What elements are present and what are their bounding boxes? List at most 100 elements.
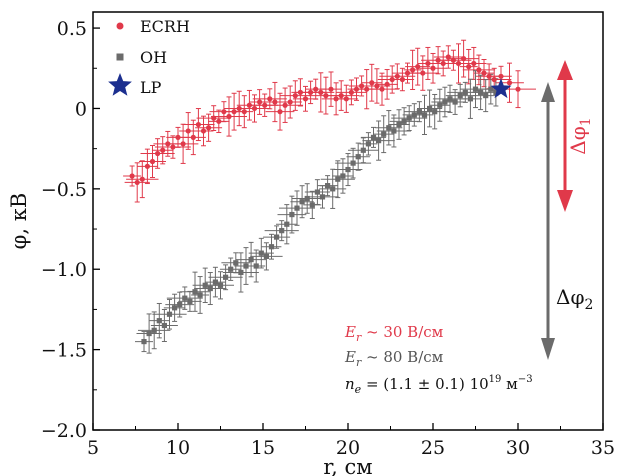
- ecrh-point: [450, 57, 456, 63]
- oh-point: [253, 263, 259, 269]
- ecrh-point: [481, 70, 487, 76]
- oh-point: [340, 173, 346, 179]
- ecrh-point: [506, 80, 513, 86]
- oh-point: [376, 138, 382, 144]
- legend-marker-oh: [116, 53, 124, 61]
- oh-point: [197, 292, 203, 298]
- ecrh-point: [134, 179, 140, 186]
- ecrh-point: [139, 176, 145, 182]
- oh-point: [212, 279, 218, 285]
- ecrh-point: [399, 76, 405, 83]
- ecrh-point: [144, 163, 150, 169]
- ecrh-point: [353, 86, 360, 92]
- ecrh-point: [246, 102, 252, 108]
- oh-point: [161, 322, 167, 329]
- ecrh-point: [461, 56, 467, 62]
- oh-point: [325, 183, 331, 189]
- oh-point: [223, 274, 229, 280]
- oh-point: [299, 199, 305, 205]
- ecrh-point: [430, 65, 436, 71]
- ecrh-point: [394, 73, 400, 79]
- ecrh-point: [297, 89, 303, 95]
- ecrh-point: [211, 115, 217, 121]
- ecrh-point: [420, 70, 426, 76]
- oh-point: [217, 282, 224, 288]
- ecrh-point: [272, 99, 278, 105]
- oh-point: [268, 244, 275, 250]
- ecrh-point: [466, 64, 472, 70]
- oh-point: [238, 269, 244, 276]
- ecrh-point: [292, 93, 298, 99]
- ecrh-point: [389, 76, 395, 83]
- ecrh-point: [435, 57, 441, 63]
- oh-point: [330, 186, 336, 192]
- plot-frame: [92, 11, 604, 431]
- legend-label-lp: LP: [140, 78, 162, 97]
- ecrh-point: [302, 96, 309, 102]
- ecrh-point: [338, 93, 344, 99]
- legend-marker-lp: [108, 73, 132, 96]
- ecrh-point: [415, 64, 421, 70]
- oh-point: [427, 105, 433, 112]
- ecrh-point: [486, 73, 492, 79]
- ecrh-point: [455, 60, 462, 67]
- oh-point: [243, 263, 249, 269]
- oh-point: [396, 121, 402, 128]
- ecrh-point: [379, 86, 385, 92]
- ecrh-point: [364, 86, 370, 92]
- x-tick-label: 25: [421, 437, 445, 459]
- ecrh-point: [195, 121, 201, 128]
- ecrh-point: [384, 81, 390, 87]
- oh-point: [141, 338, 147, 345]
- y-tick-label: −0.5: [41, 179, 87, 201]
- oh-point: [432, 109, 438, 115]
- legend-label-oh: OH: [140, 48, 167, 67]
- oh-point: [284, 221, 290, 227]
- x-tick-label: 10: [166, 437, 190, 459]
- ecrh-point: [262, 102, 268, 108]
- ecrh-point: [216, 118, 222, 124]
- ecrh-point: [251, 105, 258, 112]
- oh-point: [355, 154, 361, 160]
- delta-phi2-arrow: [541, 82, 555, 360]
- oh-point: [177, 302, 183, 308]
- oh-point: [187, 298, 193, 304]
- oh-point: [274, 234, 280, 240]
- y-tick-label: 0.5: [57, 18, 87, 40]
- oh-point: [182, 295, 188, 301]
- oh-point: [350, 160, 356, 166]
- oh-point: [472, 86, 479, 92]
- oh-point: [381, 131, 387, 137]
- oh-point: [442, 99, 448, 105]
- tick-labels: 5 10 15 20 25 30 35 −2.0 −1.5 −1.0 −0.5 0 0.5: [41, 18, 615, 459]
- oh-point: [411, 112, 417, 118]
- delta-phi1-text: Δφ: [566, 126, 590, 154]
- ecrh-point: [359, 83, 365, 89]
- oh-point: [207, 285, 213, 292]
- ecrh-point: [313, 86, 319, 92]
- y-tick-label: 0: [75, 98, 87, 120]
- ecrh-point: [348, 89, 354, 95]
- oh-point: [172, 305, 178, 311]
- x-tick-label: 30: [506, 437, 530, 459]
- ecrh-point: [343, 96, 349, 102]
- y-axis-title: φ, кВ: [7, 193, 31, 250]
- x-axis-title: r, см: [323, 455, 372, 476]
- oh-point: [202, 282, 208, 288]
- ecrh-point: [175, 134, 181, 140]
- oh-point: [478, 89, 484, 95]
- oh-point: [279, 228, 285, 234]
- ecrh-point: [498, 73, 504, 79]
- ecrh-point: [476, 67, 482, 73]
- legend-marker-ecrh: [116, 22, 124, 30]
- ecrh-point: [282, 102, 288, 108]
- ecrh-point: [155, 150, 161, 157]
- oh-point: [233, 260, 239, 266]
- ecrh-point: [185, 128, 191, 134]
- legend-label-ecrh: ECRH: [140, 17, 190, 36]
- delta-phi2-sub: 2: [584, 297, 593, 313]
- oh-point: [421, 112, 428, 118]
- ecrh-point: [221, 109, 227, 115]
- ecrh-point: [374, 83, 380, 89]
